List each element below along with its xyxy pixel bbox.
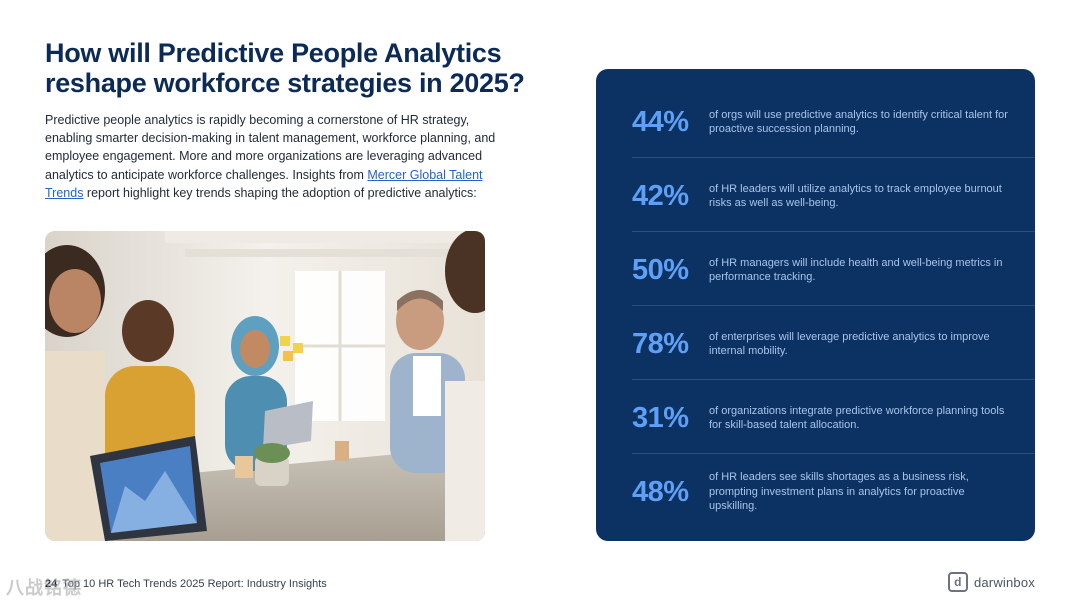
page-footer: 24 Top 10 HR Tech Trends 2025 Report: In… xyxy=(45,578,327,590)
stat-value: 48% xyxy=(632,475,689,508)
stat-value: 78% xyxy=(632,327,689,360)
stat-description: of HR leaders see skills shortages as a … xyxy=(709,471,969,513)
stat-description: of enterprises will leverage predictive … xyxy=(709,330,990,358)
brand-name: darwinbox xyxy=(973,574,1035,590)
stat-divider xyxy=(632,231,1035,232)
stat-value: 50% xyxy=(632,253,689,286)
intro-paragraph: Predictive people analytics is rapidly b… xyxy=(45,111,515,202)
intro-text-start: Predictive people analytics is rapidly b… xyxy=(45,113,496,182)
intro-text-end: report highlight key trends shaping the … xyxy=(83,185,477,200)
stat-value: 42% xyxy=(632,179,689,212)
stat-description: of HR managers will include health and w… xyxy=(709,256,1003,284)
stat-divider xyxy=(632,305,1035,306)
page-title-line-1: How will Predictive People Analytics xyxy=(45,38,502,68)
stat-value: 44% xyxy=(632,105,689,138)
stat-item: 50% of HR managers will include health a… xyxy=(632,233,1034,307)
watermark: 八战铭德 xyxy=(6,578,82,598)
stat-item: 78% of enterprises will leverage predict… xyxy=(632,307,1034,381)
stat-item: 48% of HR leaders see skills shortages a… xyxy=(632,455,1034,529)
page-title-line-2: reshape workforce strategies in 2025? xyxy=(45,68,525,98)
darwinbox-logo-icon: d xyxy=(947,572,968,592)
darwinbox-logo: d darwinbox xyxy=(947,572,1035,592)
stat-divider xyxy=(632,453,1035,454)
page-title: How will Predictive People Analytics res… xyxy=(45,38,565,98)
stat-divider xyxy=(632,379,1035,380)
stats-panel: 44% of orgs will use predictive analytic… xyxy=(596,69,1035,541)
stat-item: 31% of organizations integrate predictiv… xyxy=(632,381,1034,455)
team-meeting-illustration xyxy=(45,231,485,541)
stat-value: 31% xyxy=(632,401,689,434)
report-title: Top 10 HR Tech Trends 2025 Report: Indus… xyxy=(62,578,327,590)
mercer-report-link[interactable]: Mercer Global Talent Trends xyxy=(45,167,483,200)
stat-description: of organizations integrate predictive wo… xyxy=(709,404,1005,432)
stat-item: 42% of HR leaders will utilize analytics… xyxy=(632,159,1034,233)
page-number: 24 xyxy=(45,578,58,590)
stat-divider xyxy=(632,157,1035,158)
stat-description: of HR leaders will utilize analytics to … xyxy=(709,182,1002,210)
stat-item: 44% of orgs will use predictive analytic… xyxy=(632,85,1034,159)
stat-description: of orgs will use predictive analytics to… xyxy=(709,108,1008,136)
team-meeting-photo xyxy=(45,231,485,541)
